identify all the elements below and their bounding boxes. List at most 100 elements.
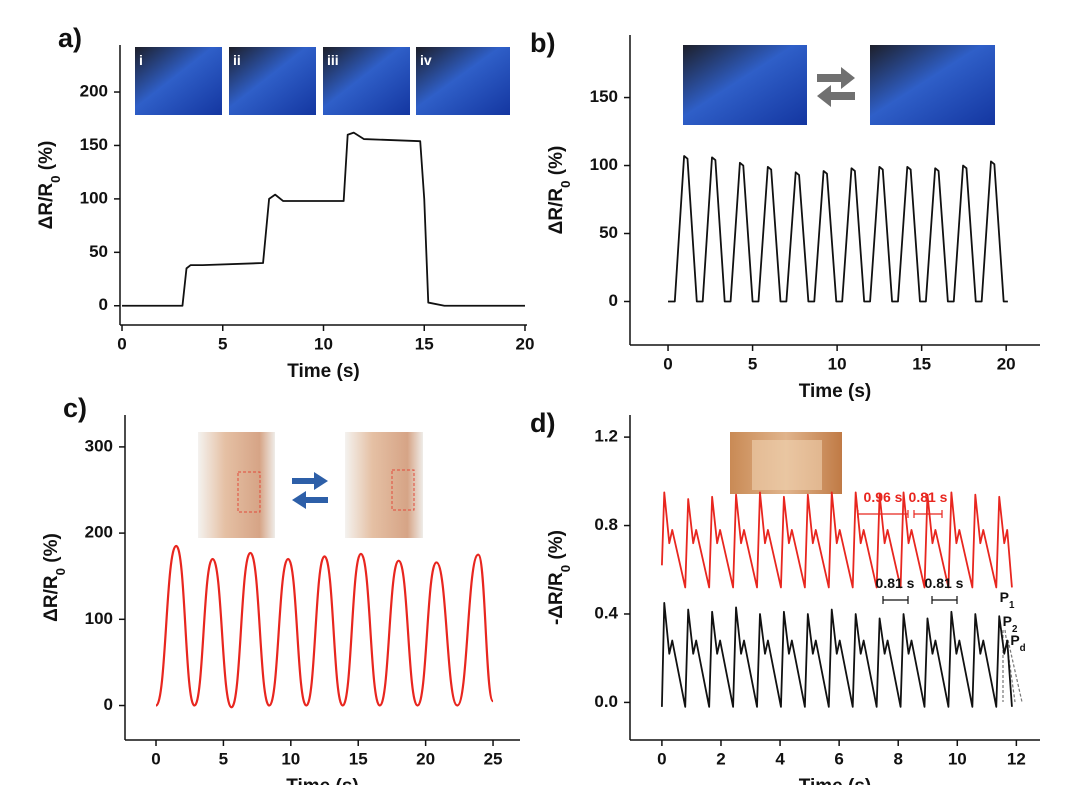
panel-label: c) (63, 393, 87, 423)
annotation: Pd (1010, 632, 1025, 654)
x-axis-title: Time (s) (286, 776, 359, 785)
annotation-main: 0.96 s (864, 489, 903, 505)
y-tick-label: 100 (80, 188, 108, 207)
x-tick-label: 15 (415, 334, 434, 353)
y-tick-label: 200 (85, 523, 113, 542)
y-axis-title-sub: 0 (558, 181, 573, 188)
x-tick-label: 10 (314, 334, 333, 353)
photo (229, 47, 316, 115)
annotation-main: P (1003, 613, 1012, 629)
x-tick-label: 2 (716, 749, 725, 768)
y-tick-label: 150 (80, 135, 108, 154)
x-tick-label: 5 (218, 334, 227, 353)
y-axis-title-rest: (%) (36, 141, 57, 176)
annotation-sub: d (1020, 643, 1026, 654)
x-tick-label: 12 (1007, 749, 1026, 768)
x-tick-label: 10 (281, 749, 300, 768)
x-tick-label: 0 (663, 354, 672, 373)
panel-label: a) (58, 23, 82, 53)
x-tick-label: 0 (151, 749, 160, 768)
y-tick-label: 150 (590, 87, 618, 106)
photo-box (391, 469, 415, 511)
x-tick-label: 10 (828, 354, 847, 373)
x-tick-label: 20 (997, 354, 1016, 373)
data-line (661, 491, 1013, 589)
inset-label: ii (233, 52, 241, 68)
photo (683, 45, 807, 125)
annotation-main: 0.81 s (925, 575, 964, 591)
inset-label: iv (420, 52, 432, 68)
photo-film (752, 440, 822, 490)
annotation-sub: 1 (1009, 600, 1015, 611)
y-axis-title-sub: 0 (558, 565, 573, 572)
y-axis-title-main: ΔR/R (36, 183, 57, 230)
x-tick-label: 15 (349, 749, 368, 768)
photo (870, 45, 995, 125)
annotation-main: P (1000, 589, 1009, 605)
photo-box (237, 471, 261, 513)
y-tick-label: 0.8 (594, 515, 618, 534)
data-line (122, 131, 525, 307)
x-tick-label: 5 (748, 354, 757, 373)
x-tick-label: 0 (657, 749, 666, 768)
photo (135, 47, 222, 115)
y-axis-title-sub: 0 (53, 568, 68, 575)
y-tick-label: 100 (85, 609, 113, 628)
y-axis-title: ΔR/R0 (%) (41, 533, 68, 622)
y-tick-label: 0 (104, 695, 113, 714)
y-tick-label: 0.4 (594, 603, 618, 622)
x-tick-label: 15 (912, 354, 931, 373)
annotation-main: 0.81 s (876, 575, 915, 591)
y-axis-title: ΔR/R0 (%) (36, 141, 63, 230)
y-axis-title-main: ΔR/R (41, 575, 62, 622)
annotation: P2 (1003, 613, 1018, 635)
panel-label: d) (530, 408, 555, 438)
x-axis-title: Time (s) (287, 361, 360, 382)
y-tick-label: 200 (80, 82, 108, 101)
annotation-sub: 2 (1012, 624, 1018, 635)
y-tick-label: 50 (599, 223, 618, 242)
arrows (292, 472, 328, 509)
y-tick-label: 0.0 (594, 692, 618, 711)
annotation: 0.96 s (864, 489, 903, 505)
x-tick-label: 10 (948, 749, 967, 768)
y-axis-title-sub: 0 (48, 176, 63, 183)
y-axis-title-main: ΔR/R (546, 188, 567, 235)
data-line (668, 155, 1008, 303)
arrows (817, 67, 855, 107)
y-tick-label: 0 (99, 295, 108, 314)
data-line (661, 602, 1013, 708)
y-tick-label: 50 (89, 242, 108, 261)
annotation: 0.81 s (925, 575, 964, 591)
x-axis-title: Time (s) (799, 776, 872, 785)
y-tick-label: 100 (590, 155, 618, 174)
x-tick-label: 0 (117, 334, 126, 353)
annotation: 0.81 s (876, 575, 915, 591)
y-axis-title-main: -ΔR/R (546, 572, 567, 625)
y-tick-label: 0 (609, 291, 618, 310)
y-axis-title-rest: (%) (546, 146, 567, 181)
panel-label: b) (530, 28, 555, 58)
y-axis-title-rest: (%) (546, 530, 567, 565)
inset-label: i (139, 52, 143, 68)
annotation: 0.81 s (909, 489, 948, 505)
annotation: P1 (1000, 589, 1015, 611)
y-axis-title: ΔR/R0 (%) (546, 146, 573, 235)
y-tick-label: 1.2 (594, 427, 618, 446)
annotation-main: 0.81 s (909, 489, 948, 505)
photo (345, 432, 423, 538)
y-axis-title-rest: (%) (41, 533, 62, 568)
photo (416, 47, 510, 115)
x-tick-label: 20 (416, 749, 435, 768)
x-tick-label: 5 (219, 749, 228, 768)
inset-photos (135, 45, 995, 538)
photo (323, 47, 410, 115)
x-tick-label: 4 (775, 749, 785, 768)
x-tick-label: 20 (516, 334, 535, 353)
x-tick-label: 6 (834, 749, 843, 768)
y-tick-label: 300 (85, 436, 113, 455)
annotation-main: P (1010, 632, 1019, 648)
x-axis-title: Time (s) (799, 381, 872, 402)
data-line (154, 544, 495, 709)
